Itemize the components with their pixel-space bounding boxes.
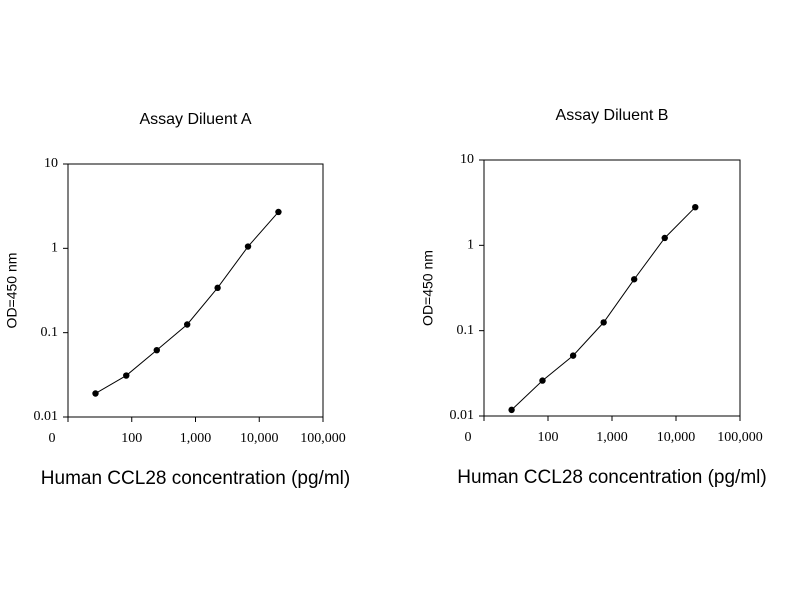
y-axis-label: OD=450 nm — [420, 250, 436, 326]
data-point — [123, 372, 130, 379]
data-point — [661, 234, 668, 242]
y-tick-label: 0.01 — [450, 408, 475, 423]
y-tick-label: 0.1 — [457, 323, 475, 338]
chart-title: Assay Diluent A — [139, 111, 251, 128]
y-tick-label: 10 — [460, 152, 474, 167]
data-point — [244, 243, 252, 250]
data-point — [153, 346, 160, 354]
data-point — [275, 208, 282, 216]
data-point — [630, 276, 638, 283]
y-tick-label: 0.1 — [41, 325, 59, 340]
data-point — [600, 319, 607, 326]
y-tick-label: 1 — [51, 241, 58, 256]
x-tick-label: 0 — [465, 430, 472, 445]
y-tick-label: 10 — [44, 156, 58, 171]
x-tick-label: 1,000 — [180, 431, 212, 446]
x-axis-label: Human CCL28 concentration (pg/ml) — [457, 467, 766, 488]
data-line — [95, 211, 279, 394]
data-point — [569, 352, 577, 359]
data-point — [184, 321, 191, 328]
x-tick-label: 100 — [538, 430, 559, 445]
data-point — [92, 390, 99, 397]
x-tick-label: 100,000 — [717, 430, 763, 445]
y-tick-label: 0.01 — [34, 409, 59, 424]
x-axis-label: Human CCL28 concentration (pg/ml) — [41, 468, 350, 489]
x-tick-label: 1,000 — [596, 430, 628, 445]
x-tick-label: 100 — [121, 431, 142, 446]
plot-frame — [483, 159, 741, 417]
x-tick-label: 100,000 — [300, 431, 346, 446]
y-tick-label: 1 — [467, 238, 474, 253]
data-point — [539, 377, 546, 384]
data-point — [692, 203, 699, 211]
chart-title: Assay Diluent B — [556, 107, 669, 124]
plot-frame — [67, 163, 324, 418]
x-tick-label: 0 — [49, 431, 56, 446]
y-axis-label: OD=450 nm — [4, 253, 20, 329]
x-tick-label: 10,000 — [657, 430, 696, 445]
data-point — [214, 284, 221, 292]
x-tick-label: 10,000 — [240, 431, 279, 446]
data-point — [508, 406, 515, 414]
